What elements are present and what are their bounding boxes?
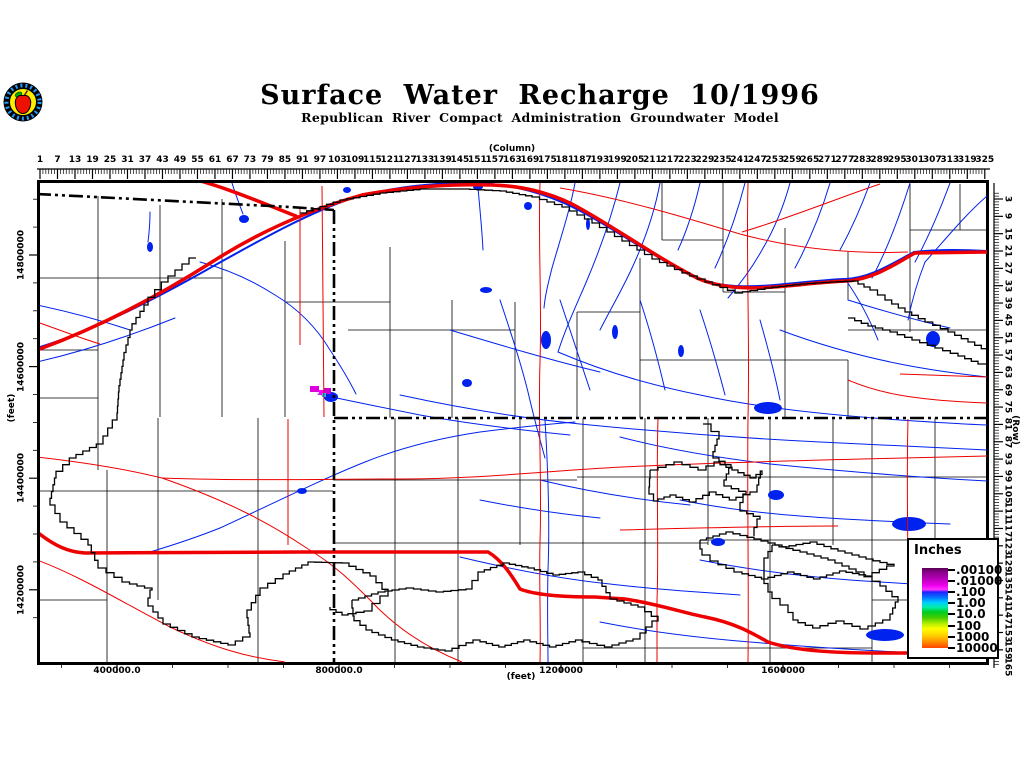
column-tick-label: 223: [677, 155, 697, 165]
rrca-seal-icon: [3, 82, 43, 122]
column-tick-label: 187: [572, 155, 592, 165]
model-boundary-step-line: [300, 188, 853, 294]
column-tick-label: 13: [68, 155, 82, 165]
legend-tick-mark: [948, 579, 955, 582]
column-tick-label: 61: [208, 155, 222, 165]
legend-tick-label: .00100: [956, 562, 1003, 577]
model-boundary-step-line: [703, 423, 761, 536]
column-tick-label: 157: [485, 155, 505, 165]
model-boundary-step-line: [699, 531, 895, 580]
column-tick-label: 25: [103, 155, 117, 165]
column-axis-label: (Column): [488, 144, 536, 154]
column-tick-label: 325: [975, 155, 995, 165]
model-boundary-step-line: [848, 317, 987, 365]
column-tick-label: 127: [398, 155, 417, 165]
column-tick-label: 313: [940, 155, 960, 165]
legend-tick-label: 10000: [956, 640, 998, 655]
legend-tick-mark: [948, 590, 955, 593]
lakes-layer: [147, 184, 940, 641]
legend-tick-mark: [948, 613, 955, 616]
column-tick-label: 259: [782, 155, 802, 165]
model-boundary-step-line: [648, 461, 763, 503]
column-tick-label: 295: [887, 155, 907, 165]
legend-tick-label: 1000: [956, 629, 990, 644]
legend-tick-label: .100: [956, 584, 986, 599]
column-tick-label: 205: [625, 155, 645, 165]
column-tick-label: 277: [835, 155, 855, 165]
column-tick-label: 115: [363, 155, 382, 165]
legend-tick-label: .01000: [956, 573, 1003, 588]
column-tick-label: 193: [590, 155, 610, 165]
column-tick-label: 145: [450, 155, 470, 165]
legend-tick-label: 10.0: [956, 607, 986, 622]
column-tick-label: 301: [905, 155, 925, 165]
ruler-ticks-layer: [29, 168, 1003, 673]
column-tick-label: 181: [555, 155, 575, 165]
legend-tick-mark: [948, 646, 955, 649]
model-boundary-step-line: [852, 280, 987, 350]
column-tick-label: 211: [642, 155, 662, 165]
column-tick-label: 91: [296, 155, 309, 165]
column-tick-label: 139: [433, 155, 452, 165]
column-tick-label: 73: [243, 155, 257, 165]
legend-tick-mark: [948, 624, 955, 627]
column-tick-label: 109: [345, 155, 365, 165]
model-boundary-step-line: [351, 562, 659, 652]
column-tick-label: 19: [86, 155, 99, 165]
column-tick-label: 271: [817, 155, 837, 165]
column-tick-label: 307: [922, 155, 942, 165]
page-subtitle: Republican River Compact Administration …: [301, 110, 779, 125]
column-tick-label: 241: [730, 155, 750, 165]
page-title: Surface Water Recharge 10/1996: [260, 80, 820, 111]
column-tick-label: 43: [156, 155, 169, 165]
column-tick-label: 97: [313, 155, 327, 165]
legend-tick-mark: [948, 568, 955, 571]
bottom-axis-label: (feet): [506, 672, 536, 682]
column-tick-label: 55: [191, 155, 204, 165]
column-tick-label: 229: [695, 155, 715, 165]
column-tick-label: 265: [800, 155, 820, 165]
legend-title: Inches: [914, 543, 962, 558]
column-tick-label: 199: [607, 155, 627, 165]
column-tick-label: 289: [870, 155, 890, 165]
column-tick-label: 1: [36, 155, 44, 165]
column-tick-label: 169: [520, 155, 540, 165]
column-tick-label: 133: [415, 155, 435, 165]
column-tick-label: 175: [537, 155, 557, 165]
column-tick-label: 31: [121, 155, 134, 165]
model-boundary-step-line: [49, 257, 389, 646]
column-tick-label: 67: [226, 155, 239, 165]
column-tick-label: 79: [261, 155, 274, 165]
highways-thin-layer: [40, 183, 987, 663]
rivers-layer: [40, 183, 987, 663]
legend-tick-label: 1.00: [956, 596, 986, 611]
column-tick-label: 49: [173, 155, 187, 165]
column-tick-label: 253: [765, 155, 785, 165]
column-tick-label: 217: [660, 155, 680, 165]
republican-river-main-stem: [40, 183, 987, 349]
column-tick-label: 85: [278, 155, 292, 165]
legend-tick-label: 100: [956, 618, 982, 633]
model-boundary-layer: [49, 188, 987, 652]
map-frame: [37, 180, 989, 665]
legend: Inches .00100.01000.100 1.00 10.0 100 1000 10…: [907, 538, 1003, 659]
column-tick-label: 283: [852, 155, 872, 165]
column-tick-label: 235: [712, 155, 732, 165]
column-tick-label: 247: [747, 155, 767, 165]
column-tick-label: 103: [328, 155, 347, 165]
legend-tick-mark: [948, 602, 955, 605]
legend-tick-mark: [948, 635, 955, 638]
model-boundary-step-line: [763, 544, 899, 630]
column-tick-label: 7: [54, 155, 61, 165]
column-tick-label: 37: [138, 155, 152, 165]
column-tick-label: 121: [380, 155, 400, 165]
column-tick-label: 319: [957, 155, 977, 165]
legend-color-bar: [922, 568, 948, 648]
county-boundaries-layer: [40, 183, 987, 662]
column-tick-label: 151: [467, 155, 487, 165]
column-tick-label: 163: [502, 155, 522, 165]
rrca-seal-logo: [3, 82, 43, 122]
